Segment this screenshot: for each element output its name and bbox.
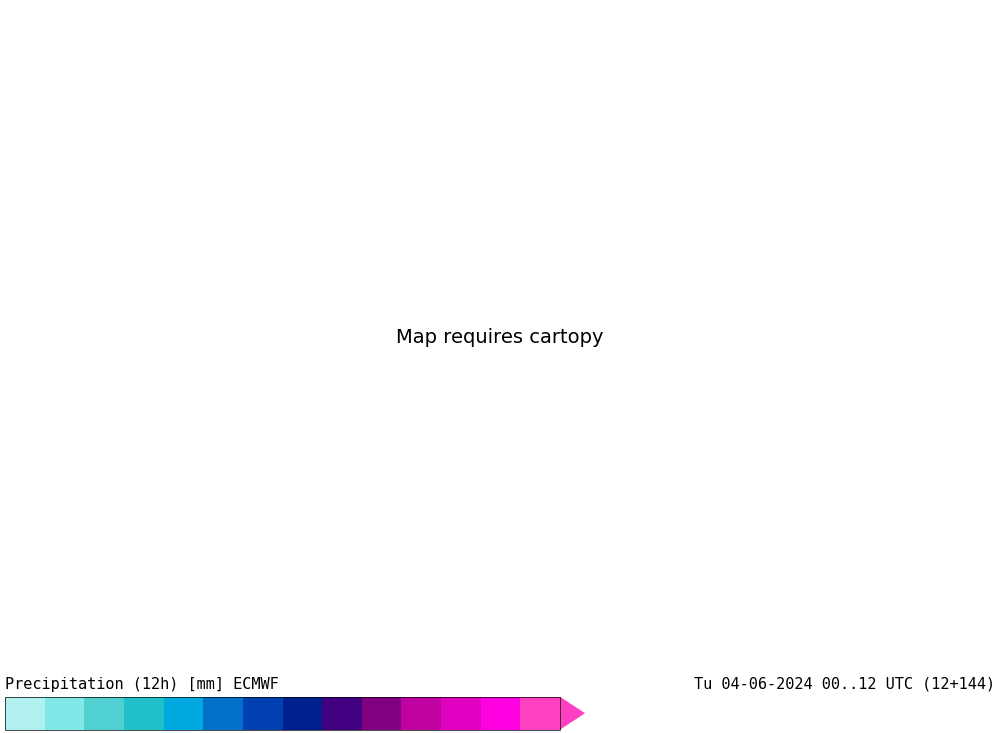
Bar [203,696,243,730]
Bar [84,696,124,730]
Polygon shape [560,696,585,730]
Bar [441,696,481,730]
Bar [401,696,441,730]
Text: Map requires cartopy: Map requires cartopy [396,328,604,347]
Text: Precipitation (12h) [mm] ECMWF: Precipitation (12h) [mm] ECMWF [5,677,279,692]
Bar [243,696,283,730]
Bar [362,696,401,730]
Text: Tu 04-06-2024 00..12 UTC (12+144): Tu 04-06-2024 00..12 UTC (12+144) [694,677,995,692]
Bar [481,696,520,730]
Bar [5,696,45,730]
Bar [283,696,322,730]
Bar [322,696,362,730]
Bar [520,696,560,730]
Bar [164,696,203,730]
Bar [5,696,560,730]
Bar [124,696,164,730]
Bar [45,696,84,730]
